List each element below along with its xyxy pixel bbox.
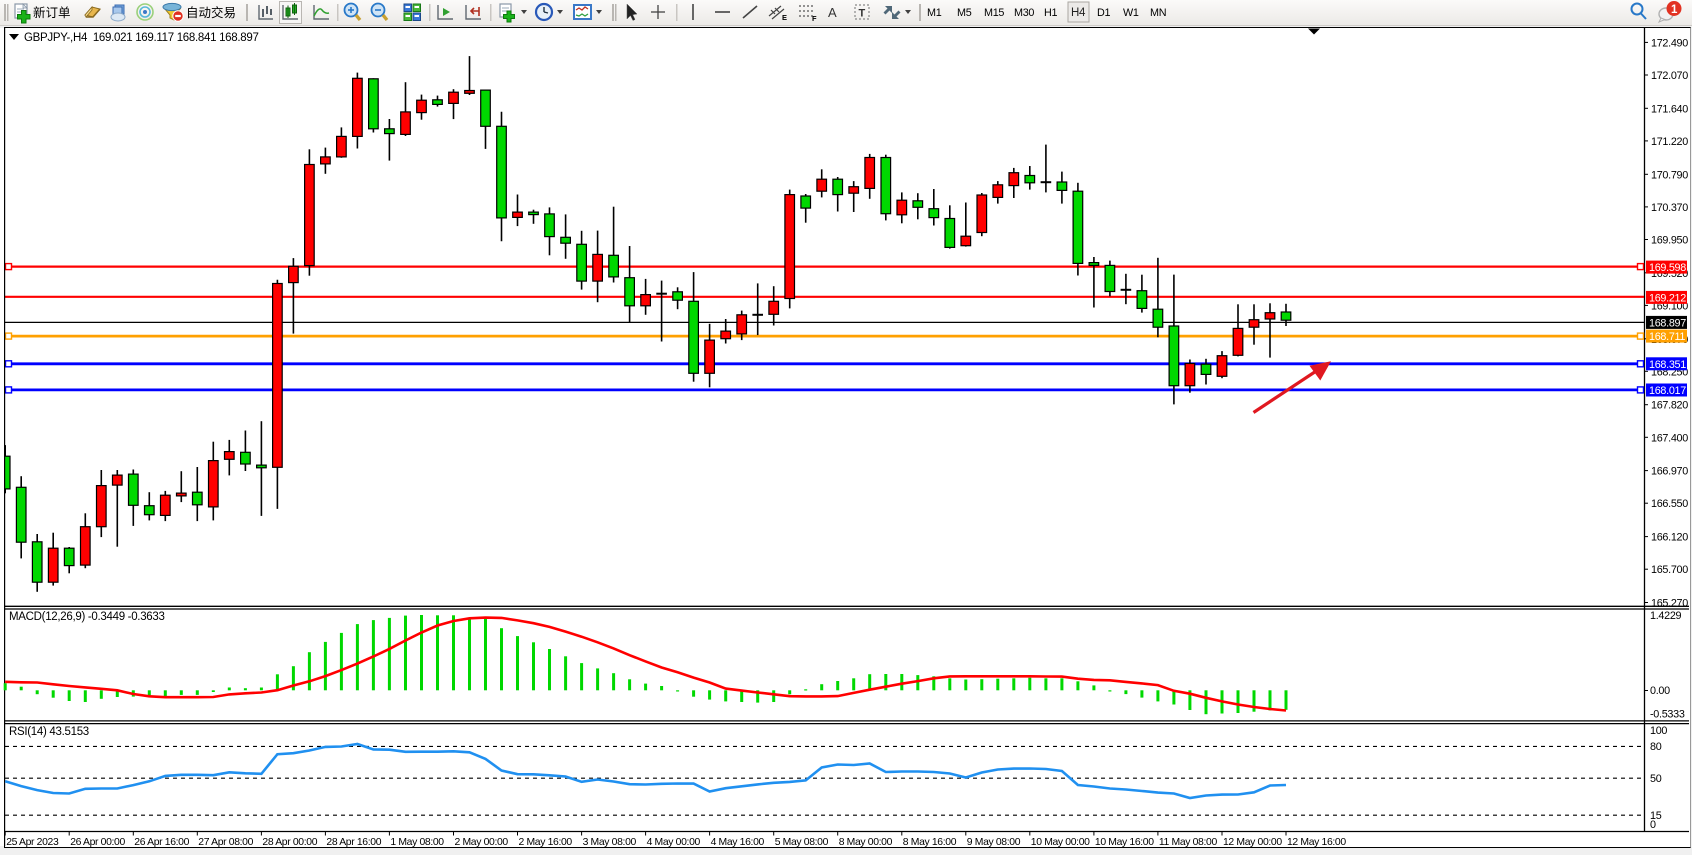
svg-text:172.070: 172.070 (1651, 70, 1688, 82)
svg-text:新订单: 新订单 (33, 5, 71, 20)
svg-text:M5: M5 (957, 7, 972, 19)
svg-text:E: E (782, 13, 787, 22)
svg-text:15: 15 (1650, 810, 1662, 822)
svg-text:167.400: 167.400 (1651, 432, 1688, 444)
svg-text:166.550: 166.550 (1651, 498, 1688, 510)
svg-text:166.120: 166.120 (1651, 532, 1688, 544)
svg-text:4 May 00:00: 4 May 00:00 (647, 837, 701, 848)
svg-text:RSI(14) 43.5153: RSI(14) 43.5153 (9, 726, 89, 738)
svg-text:165.270: 165.270 (1651, 598, 1688, 610)
svg-text:8 May 00:00: 8 May 00:00 (839, 837, 893, 848)
svg-text:25 Apr 2023: 25 Apr 2023 (6, 837, 59, 848)
svg-text:12 May 00:00: 12 May 00:00 (1223, 837, 1282, 848)
svg-text:168.711: 168.711 (1649, 331, 1685, 343)
svg-text:F: F (812, 14, 817, 23)
svg-text:4 May 16:00: 4 May 16:00 (711, 837, 765, 848)
svg-text:169.950: 169.950 (1651, 235, 1688, 247)
svg-text:27 Apr 08:00: 27 Apr 08:00 (198, 837, 253, 848)
svg-text:169.598: 169.598 (1649, 262, 1686, 274)
svg-text:5 May 08:00: 5 May 08:00 (775, 837, 829, 848)
svg-text:M15: M15 (984, 7, 1004, 19)
svg-text:170.790: 170.790 (1651, 169, 1688, 181)
svg-text:168.351: 168.351 (1649, 359, 1686, 371)
svg-text:T: T (859, 8, 866, 20)
svg-text:D1: D1 (1097, 7, 1110, 19)
svg-text:1.4229: 1.4229 (1650, 610, 1682, 622)
svg-text:8 May 16:00: 8 May 16:00 (903, 837, 957, 848)
svg-text:MN: MN (1150, 7, 1166, 19)
svg-text:M1: M1 (927, 7, 942, 19)
svg-text:167.820: 167.820 (1651, 400, 1688, 412)
svg-text:2 May 16:00: 2 May 16:00 (519, 837, 573, 848)
svg-text:自动交易: 自动交易 (186, 5, 236, 20)
svg-text:26 Apr 16:00: 26 Apr 16:00 (134, 837, 189, 848)
svg-text:171.640: 171.640 (1651, 103, 1688, 115)
svg-text:28 Apr 00:00: 28 Apr 00:00 (262, 837, 317, 848)
svg-text:26 Apr 00:00: 26 Apr 00:00 (70, 837, 125, 848)
svg-text:100: 100 (1650, 725, 1667, 737)
svg-text:165.700: 165.700 (1651, 564, 1688, 576)
svg-text:10 May 00:00: 10 May 00:00 (1031, 837, 1090, 848)
svg-text:GBPJPY-,H4 169.021 169.117 16: GBPJPY-,H4 169.021 169.117 168.841 168.8… (24, 32, 259, 44)
svg-text:M30: M30 (1014, 7, 1034, 19)
svg-text:80: 80 (1650, 741, 1662, 753)
svg-text:12 May 16:00: 12 May 16:00 (1287, 837, 1346, 848)
svg-text:H1: H1 (1044, 7, 1057, 19)
svg-text:166.970: 166.970 (1651, 466, 1688, 478)
svg-text:168.017: 168.017 (1649, 385, 1686, 397)
svg-text:0.00: 0.00 (1650, 685, 1670, 697)
svg-text:0: 0 (1650, 819, 1656, 831)
svg-text:168.897: 168.897 (1649, 317, 1686, 329)
svg-text:3 May 08:00: 3 May 08:00 (583, 837, 637, 848)
svg-text:MACD(12,26,9) -0.3449 -0.3633: MACD(12,26,9) -0.3449 -0.3633 (9, 611, 165, 623)
svg-text:169.212: 169.212 (1649, 292, 1686, 304)
svg-text:10 May 16:00: 10 May 16:00 (1095, 837, 1154, 848)
svg-text:1: 1 (1671, 4, 1678, 16)
svg-text:H4: H4 (1071, 7, 1086, 19)
svg-text:W1: W1 (1123, 7, 1139, 19)
svg-text:2 May 00:00: 2 May 00:00 (455, 837, 509, 848)
svg-text:1 May 08:00: 1 May 08:00 (390, 837, 444, 848)
svg-text:170.370: 170.370 (1651, 202, 1688, 214)
svg-text:28 Apr 16:00: 28 Apr 16:00 (326, 837, 381, 848)
svg-text:50: 50 (1650, 773, 1662, 785)
svg-text:9 May 08:00: 9 May 08:00 (967, 837, 1021, 848)
svg-text:A: A (828, 5, 837, 20)
svg-text:11 May 08:00: 11 May 08:00 (1159, 837, 1218, 848)
svg-text:171.220: 171.220 (1651, 136, 1688, 148)
svg-text:-0.5333: -0.5333 (1650, 709, 1685, 721)
svg-text:172.490: 172.490 (1651, 37, 1688, 49)
